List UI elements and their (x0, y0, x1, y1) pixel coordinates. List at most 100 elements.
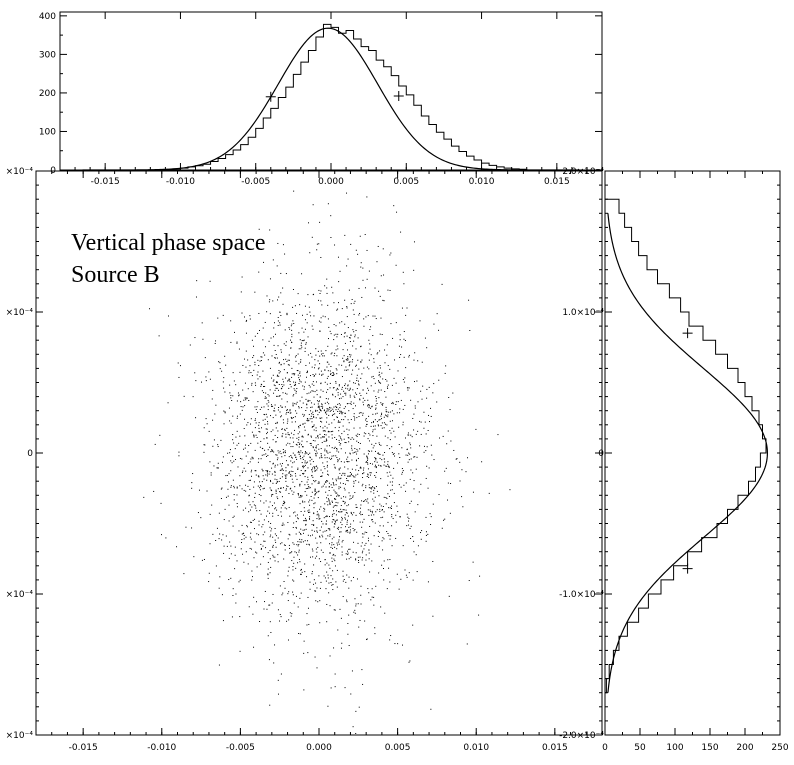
scatter-point (274, 385, 276, 387)
scatter-point (350, 475, 352, 477)
scatter-point (350, 523, 352, 525)
scatter-point (307, 400, 309, 402)
scatter-point (221, 539, 223, 541)
scatter-point (212, 533, 214, 535)
scatter-point (287, 570, 289, 572)
scatter-point (363, 564, 365, 566)
scatter-point (372, 375, 374, 377)
scatter-point (304, 429, 306, 431)
scatter-point (280, 415, 282, 417)
scatter-point (260, 385, 262, 387)
scatter-point (345, 496, 347, 498)
scatter-point (320, 317, 322, 319)
scatter-point (397, 370, 399, 372)
scatter-point (394, 436, 396, 438)
scatter-point (236, 560, 238, 562)
scatter-point (299, 304, 301, 306)
scatter-point (346, 477, 348, 479)
scatter-point (293, 388, 295, 390)
scatter-point (359, 399, 361, 401)
scatter-point (356, 578, 358, 580)
scatter-point (258, 431, 260, 433)
scatter-point (347, 550, 349, 552)
scatter-point (310, 415, 312, 417)
scatter-point (302, 457, 304, 459)
scatter-point (245, 320, 247, 322)
scatter-point (333, 647, 335, 649)
scatter-point (259, 510, 261, 512)
scatter-point (384, 414, 386, 416)
scatter-point (325, 516, 327, 518)
scatter-point (283, 500, 285, 502)
scatter-point (407, 389, 409, 391)
scatter-point (352, 408, 354, 410)
scatter-point (353, 476, 355, 478)
scatter-point (305, 528, 307, 530)
scatter-point (354, 392, 356, 394)
scatter-point (350, 303, 352, 305)
scatter-point (358, 314, 360, 316)
scatter-point (355, 459, 357, 461)
scatter-point (332, 554, 334, 556)
scatter-point (348, 548, 350, 550)
scatter-point (327, 535, 329, 537)
scatter-point (297, 374, 299, 376)
scatter-point (178, 376, 180, 378)
scatter-point (279, 620, 281, 622)
scatter-point (344, 332, 346, 334)
scatter-point (222, 314, 224, 316)
scatter-point (248, 399, 250, 401)
scatter-point (421, 530, 423, 532)
scatter-point (299, 597, 301, 599)
scatter-point (233, 494, 235, 496)
scatter-point (362, 473, 364, 475)
right-frame (604, 170, 781, 736)
scatter-point (391, 427, 393, 429)
scatter-point (332, 430, 334, 432)
scatter-point (311, 383, 313, 385)
scatter-point (316, 555, 318, 557)
scatter-point (293, 190, 295, 192)
scatter-point (226, 474, 228, 476)
scatter-point (293, 556, 295, 558)
scatter-point (279, 395, 281, 397)
scatter-point (317, 434, 319, 436)
scatter-point (387, 521, 389, 523)
scatter-point (322, 472, 324, 474)
scatter-point (375, 413, 377, 415)
scatter-point (242, 553, 244, 555)
scatter-point (406, 449, 408, 451)
scatter-point (279, 585, 281, 587)
scatter-point (368, 552, 370, 554)
scatter-point (324, 564, 326, 566)
scatter-point (249, 504, 251, 506)
scatter-point (239, 475, 241, 477)
scatter-point (353, 331, 355, 333)
scatter-point (272, 512, 274, 514)
scatter-point (325, 438, 327, 440)
scatter-point (297, 493, 299, 495)
scatter-point (280, 405, 282, 407)
scatter-point (335, 581, 337, 583)
scatter-point (374, 633, 376, 635)
scatter-point (326, 401, 328, 403)
scatter-point (336, 569, 338, 571)
scatter-x-tick-label: 0.015 (542, 743, 568, 753)
scatter-point (307, 484, 309, 486)
scatter-point (318, 575, 320, 577)
scatter-point (231, 400, 233, 402)
scatter-point (309, 487, 311, 489)
scatter-point (331, 501, 333, 503)
scatter-point (423, 411, 425, 413)
scatter-point (230, 485, 232, 487)
scatter-point (336, 520, 338, 522)
scatter-point (311, 413, 313, 415)
scatter-point (297, 433, 299, 435)
scatter-point (252, 391, 254, 393)
scatter-point (286, 409, 288, 411)
scatter-point (375, 408, 377, 410)
scatter-point (277, 389, 279, 391)
scatter-point (448, 595, 450, 597)
scatter-point (367, 458, 369, 460)
scatter-point (286, 427, 288, 429)
